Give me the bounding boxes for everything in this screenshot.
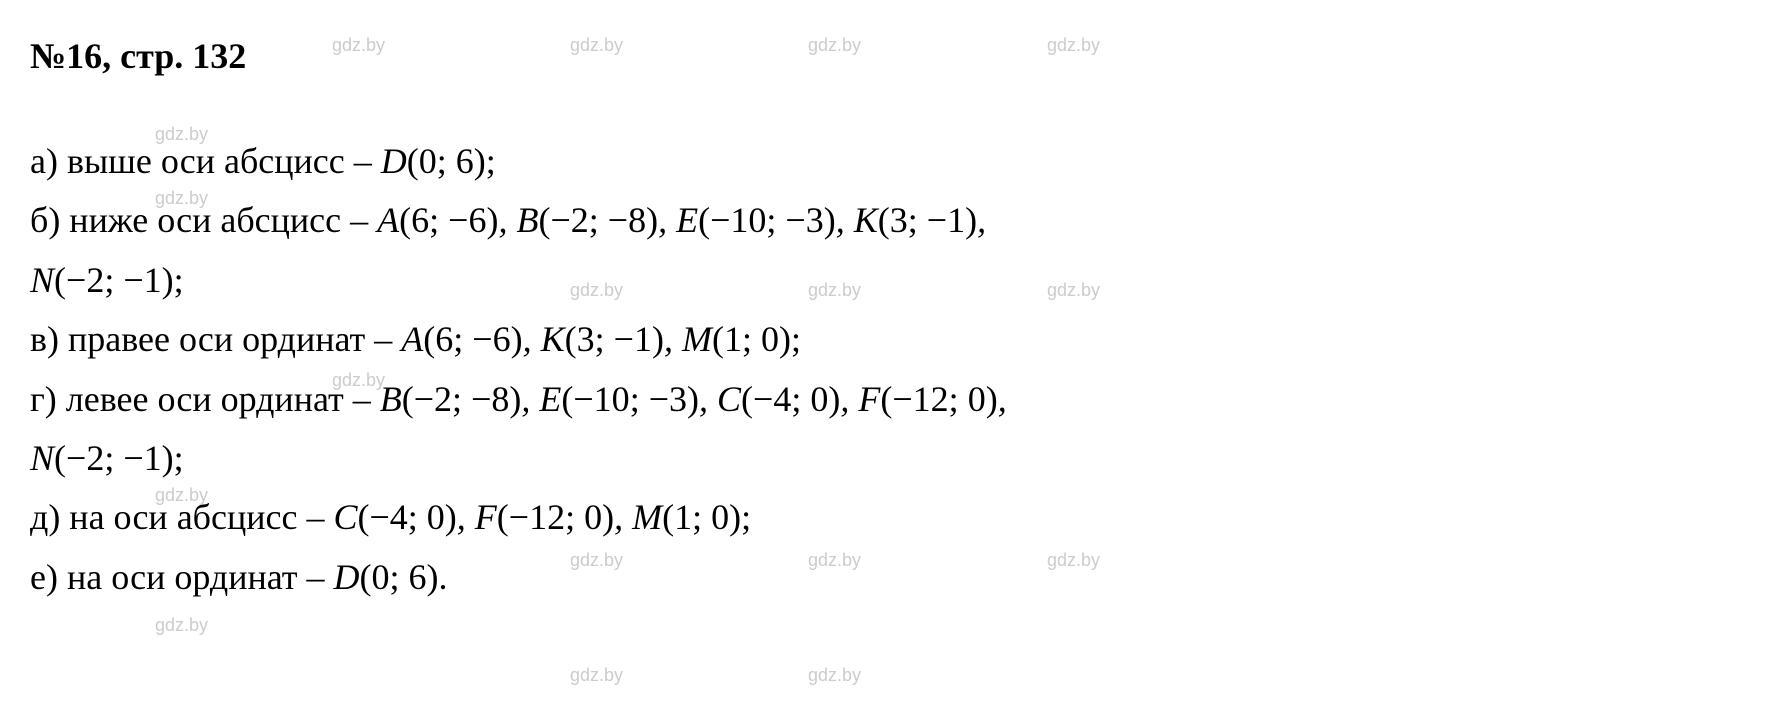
line-e: е) на оси ординат – D(0; 6). — [30, 548, 1735, 607]
label-g: г) левее оси ординат – — [30, 379, 380, 419]
line-b-2: N(−2; −1); — [30, 251, 1735, 310]
watermark: gdz.by — [808, 665, 861, 686]
line-a: а) выше оси абсцисс – D(0; 6); — [30, 132, 1735, 191]
label-v: в) правее оси ординат – — [30, 319, 401, 359]
line-v: в) правее оси ординат – A(6; −6), K(3; −… — [30, 310, 1735, 369]
label-e: е) на оси ординат – — [30, 557, 334, 597]
line-b-1: б) ниже оси абсцисс – A(6; −6), B(−2; −8… — [30, 191, 1735, 250]
heading: №16, стр. 132 — [30, 35, 1735, 77]
label-d: д) на оси абсцисс – — [30, 497, 333, 537]
label-b: б) ниже оси абсцисс – — [30, 200, 377, 240]
watermark: gdz.by — [570, 665, 623, 686]
line-d: д) на оси абсцисс – C(−4; 0), F(−12; 0),… — [30, 488, 1735, 547]
line-g-2: N(−2; −1); — [30, 429, 1735, 488]
line-g-1: г) левее оси ординат – B(−2; −8), E(−10;… — [30, 370, 1735, 429]
watermark: gdz.by — [155, 615, 208, 636]
label-a: а) выше оси абсцисс – — [30, 141, 381, 181]
content-block: а) выше оси абсцисс – D(0; 6); б) ниже о… — [30, 132, 1735, 607]
